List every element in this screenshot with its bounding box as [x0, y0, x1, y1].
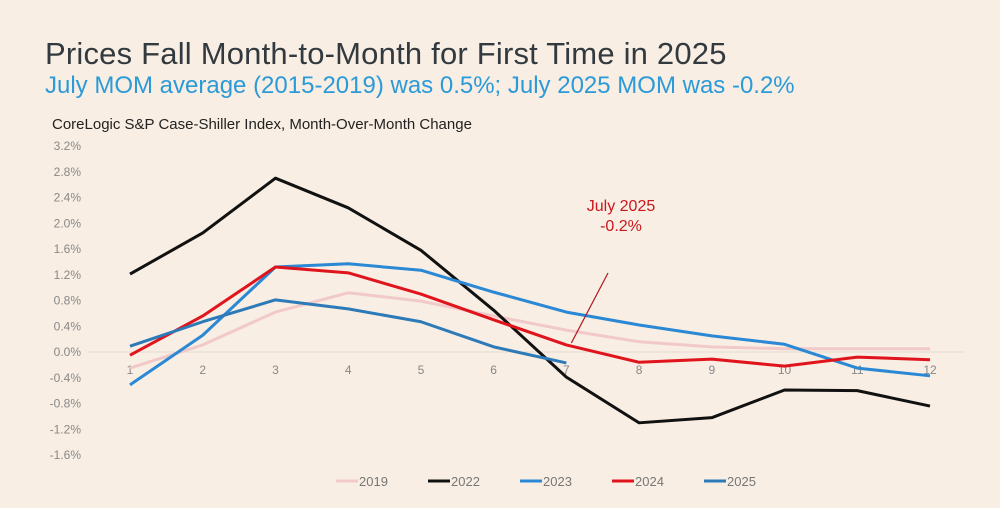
y-tick-label: 3.2% — [54, 139, 82, 153]
legend-label-2023: 2023 — [543, 474, 572, 489]
legend-label-2025: 2025 — [727, 474, 756, 489]
y-tick-label: 0.4% — [54, 319, 82, 333]
page-title: Prices Fall Month-to-Month for First Tim… — [45, 36, 727, 71]
annotation-label-line2: -0.2% — [600, 218, 642, 235]
chart-title: CoreLogic S&P Case-Shiller Index, Month-… — [52, 116, 472, 133]
legend-label-2022: 2022 — [451, 474, 480, 489]
y-tick-label: 1.6% — [54, 242, 82, 256]
legend-label-2019: 2019 — [359, 474, 388, 489]
page-subtitle: July MOM average (2015-2019) was 0.5%; J… — [45, 72, 795, 99]
annotation-pointer — [570, 272, 609, 344]
y-tick-label: 2.8% — [54, 165, 82, 179]
y-axis: 3.2% 2.8% 2.4% 2.0% 1.6% 1.2% 0.8% 0.4% 0.0% -0.4… — [50, 139, 82, 462]
series-line-2022 — [129, 176, 931, 425]
y-tick-label: -1.6% — [50, 448, 82, 462]
y-tick-label: -0.8% — [50, 397, 82, 411]
y-tick-label: 0.8% — [54, 294, 82, 308]
y-tick-label: 2.0% — [54, 216, 82, 230]
x-tick-label: 12 — [923, 363, 937, 377]
legend: 2019 2022 2023 2024 2025 — [336, 474, 756, 489]
y-tick-label: 2.4% — [54, 191, 82, 205]
series-line-2024 — [129, 265, 931, 368]
x-tick-label: 6 — [490, 363, 497, 377]
y-tick-label: -0.4% — [50, 371, 82, 385]
x-tick-label: 3 — [272, 363, 279, 377]
x-tick-label: 1 — [127, 363, 134, 377]
series-line-2019 — [129, 291, 930, 370]
legend-label-2024: 2024 — [635, 474, 664, 489]
x-tick-label: 2 — [199, 363, 206, 377]
x-tick-label: 7 — [563, 363, 570, 377]
x-tick-label: 8 — [636, 363, 643, 377]
series-lines — [129, 176, 931, 425]
x-tick-label: 9 — [708, 363, 715, 377]
series-line-2025 — [129, 298, 567, 365]
y-tick-label: 0.0% — [54, 345, 82, 359]
x-tick-label: 4 — [345, 363, 352, 377]
series-line-2023 — [129, 262, 931, 387]
y-tick-label: 1.2% — [54, 268, 82, 282]
annotation-label-line1: July 2025 — [587, 198, 656, 215]
annotation: July 2025 -0.2% — [570, 198, 656, 344]
x-axis: 1 2 3 4 5 6 7 8 9 10 11 12 — [127, 363, 937, 377]
y-tick-label: -1.2% — [50, 422, 82, 436]
x-tick-label: 5 — [418, 363, 425, 377]
